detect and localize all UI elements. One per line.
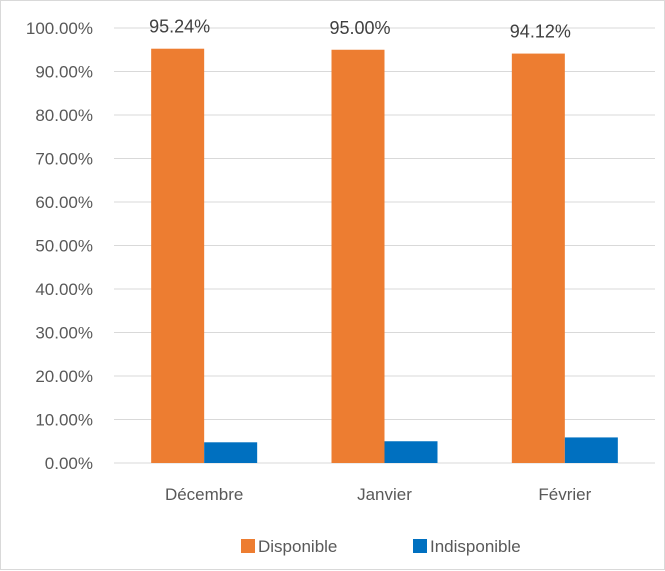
y-tick-label: 100.00%: [26, 19, 93, 38]
y-tick-label: 70.00%: [35, 150, 93, 169]
y-tick-label: 20.00%: [35, 367, 93, 386]
bar-indisponible-2: [565, 437, 618, 463]
y-tick-label: 40.00%: [35, 280, 93, 299]
legend-item-indisponible[interactable]: Indisponible: [413, 537, 521, 556]
legend-label: Disponible: [258, 537, 337, 556]
y-tick-label: 90.00%: [35, 63, 93, 82]
data-label: 95.00%: [329, 18, 390, 38]
y-tick-label: 80.00%: [35, 106, 93, 125]
x-axis-ticks: Décembre Janvier Février: [165, 485, 592, 504]
bar-indisponible-0: [204, 442, 257, 463]
legend-item-disponible[interactable]: Disponible: [241, 537, 337, 556]
y-axis-ticks: 0.00% 10.00% 20.00% 30.00% 40.00% 50.00% 60.00…: [26, 19, 93, 473]
y-tick-label: 10.00%: [35, 411, 93, 430]
x-tick-label: Février: [538, 485, 591, 504]
y-tick-label: 60.00%: [35, 193, 93, 212]
legend-label: Indisponible: [430, 537, 521, 556]
y-tick-label: 0.00%: [45, 454, 93, 473]
y-tick-label: 30.00%: [35, 324, 93, 343]
legend-swatch: [241, 539, 255, 553]
data-label: 95.24%: [149, 17, 210, 37]
bar-disponible-0: [151, 49, 204, 463]
data-labels: 95.24% 95.00% 94.12%: [149, 17, 571, 42]
legend[interactable]: Disponible Indisponible: [241, 537, 521, 556]
bar-disponible-1: [332, 50, 385, 463]
x-tick-label: Décembre: [165, 485, 243, 504]
data-label: 94.12%: [510, 22, 571, 42]
x-tick-label: Janvier: [357, 485, 412, 504]
bar-indisponible-1: [385, 441, 438, 463]
bars: [151, 49, 618, 463]
bar-disponible-2: [512, 54, 565, 463]
y-tick-label: 50.00%: [35, 237, 93, 256]
legend-swatch: [413, 539, 427, 553]
